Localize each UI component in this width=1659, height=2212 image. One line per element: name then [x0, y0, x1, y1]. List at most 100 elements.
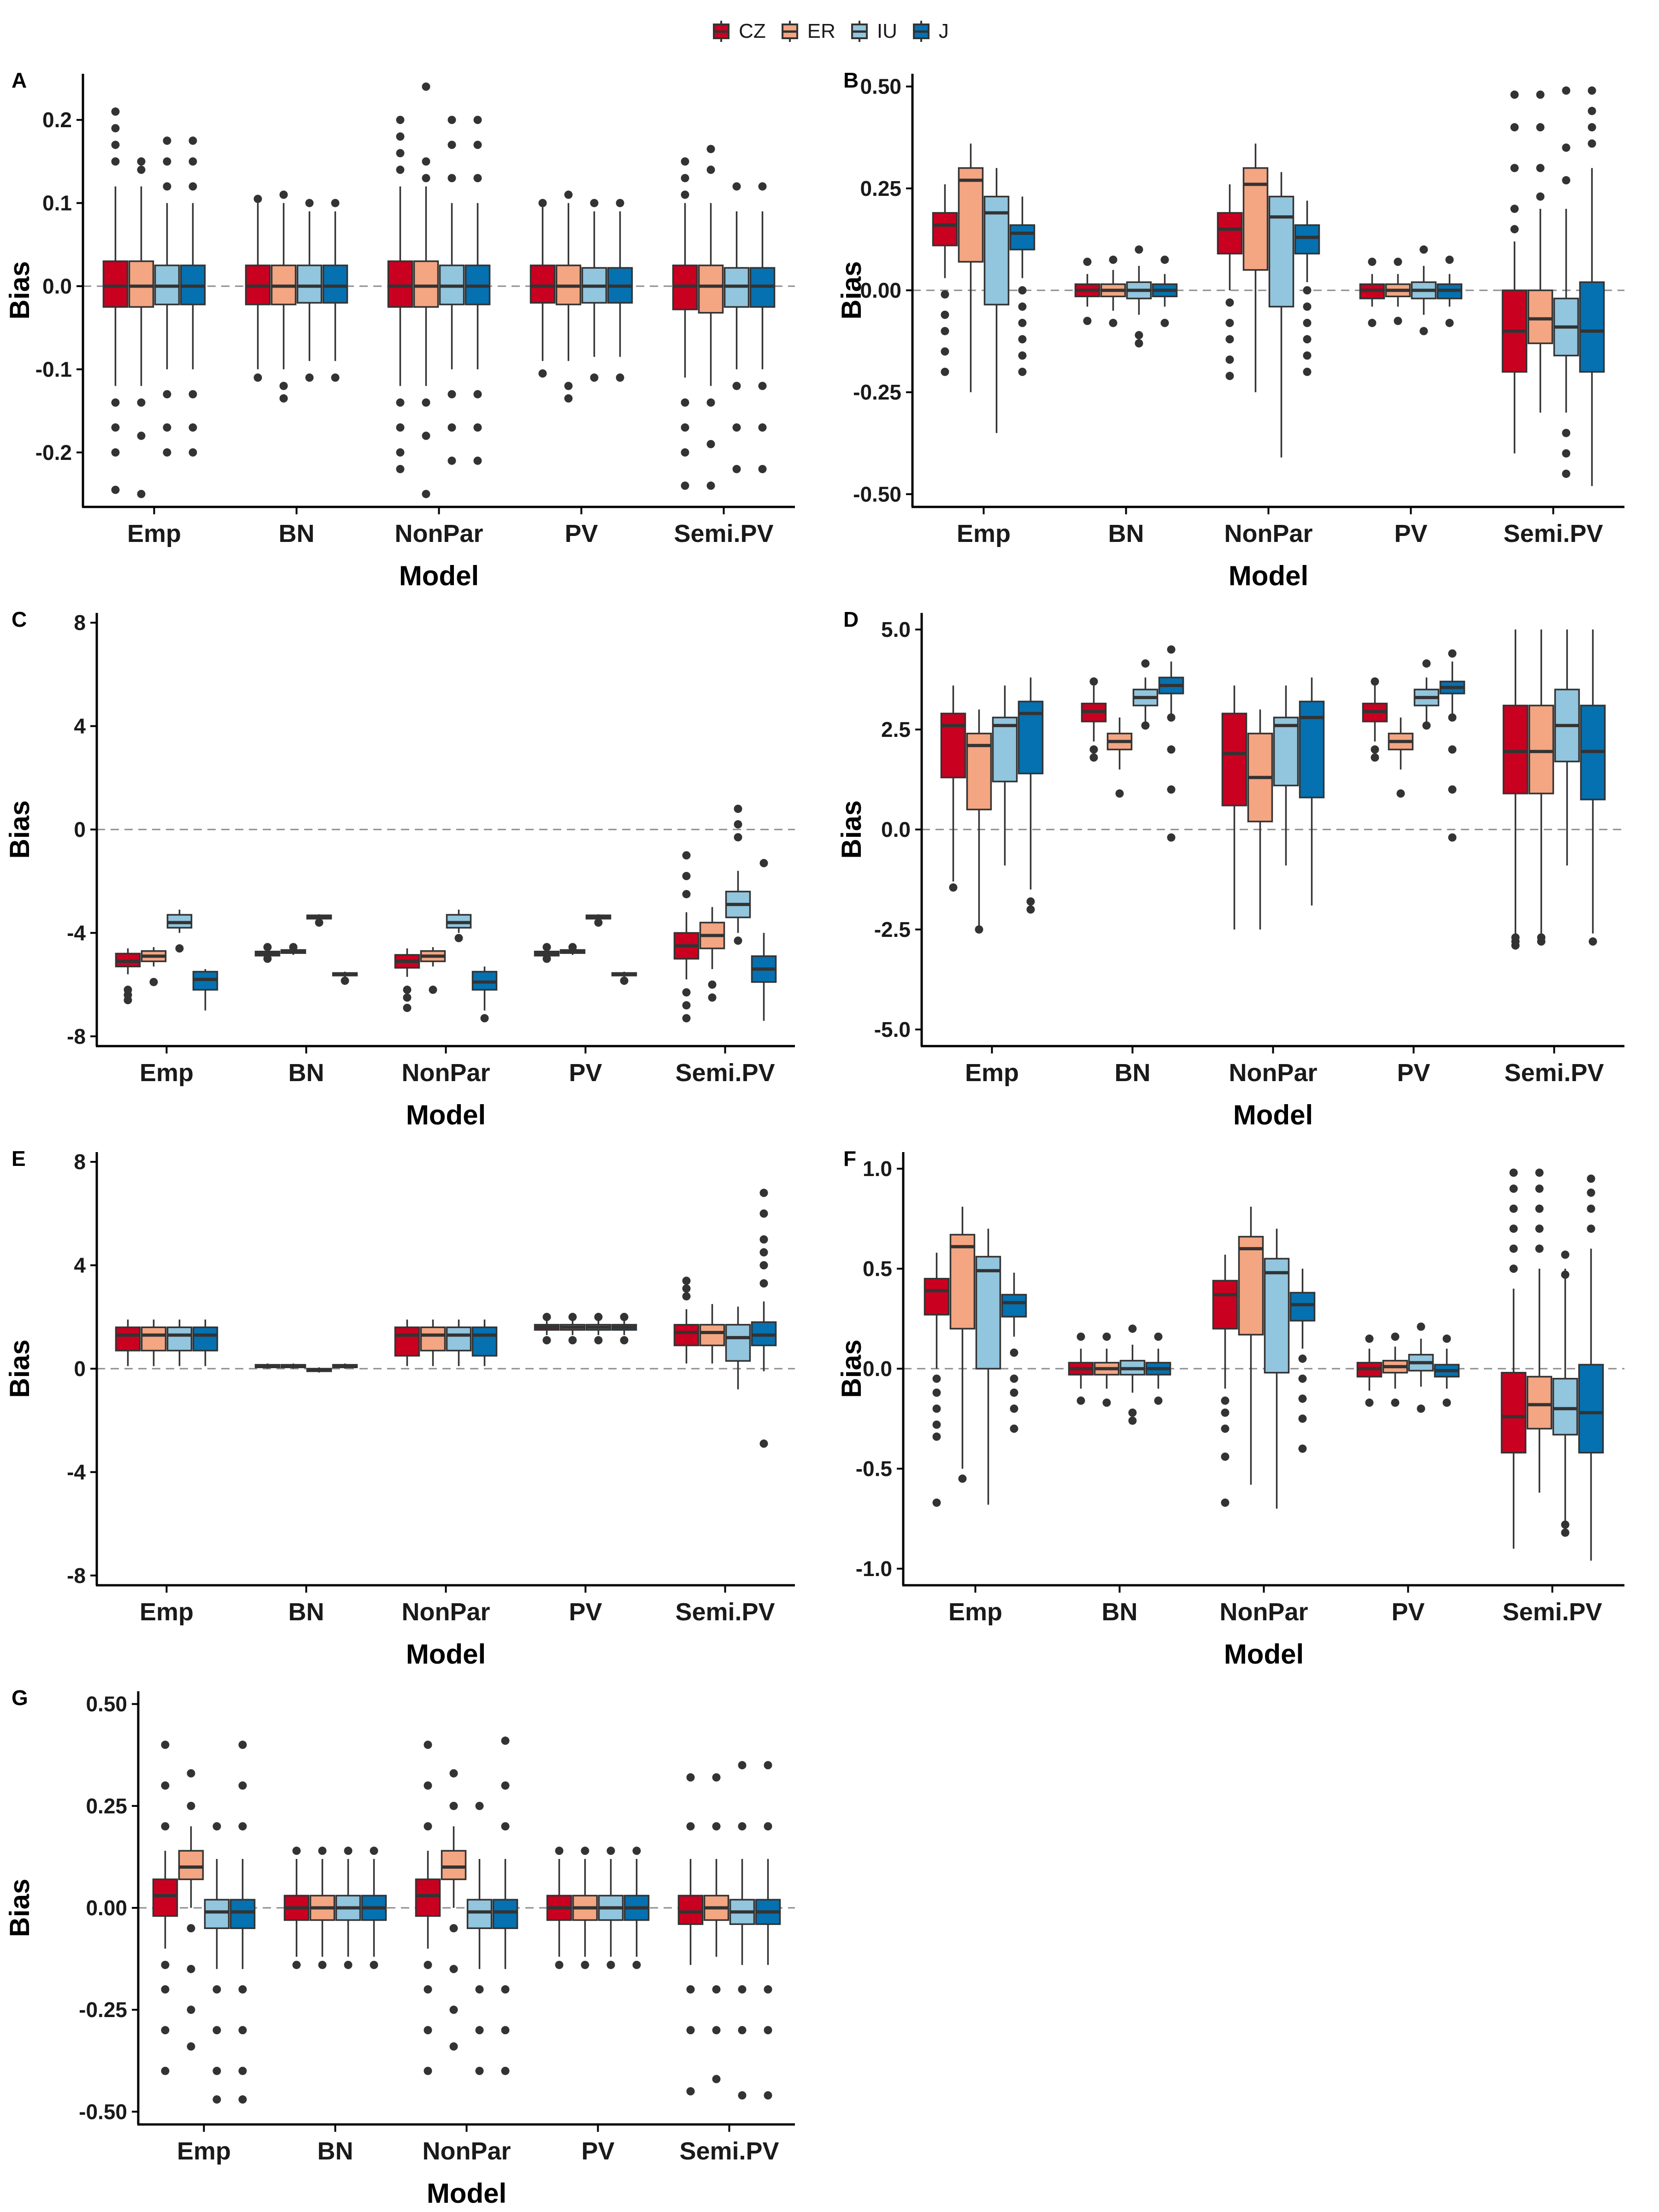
outlier-point	[1089, 677, 1098, 686]
box-j-nonpar	[492, 1736, 518, 2075]
y-tick-label: 1.0	[863, 1157, 892, 1181]
outlier-point	[447, 174, 456, 182]
outlier-point	[564, 382, 573, 390]
outlier-point	[1562, 449, 1571, 458]
outlier-point	[1018, 318, 1027, 327]
outlier-point	[620, 1336, 629, 1345]
outlier-point	[606, 1960, 615, 1969]
outlier-point	[1510, 164, 1519, 172]
outlier-point	[137, 489, 146, 498]
x-tick-label: BN	[288, 1059, 324, 1087]
outlier-point	[370, 1847, 378, 1855]
box-cz-nonpar	[394, 948, 420, 1012]
outlier-point	[212, 1985, 221, 1994]
box-body	[1294, 224, 1320, 255]
y-tick-label: 0.00	[860, 278, 901, 302]
legend-swatch	[910, 21, 932, 42]
x-tick-label: Semi.PV	[675, 1059, 775, 1087]
box-er-emp	[141, 1319, 167, 1366]
outlier-point	[759, 1248, 768, 1257]
outlier-point	[161, 1741, 170, 1749]
box-j-emp	[229, 1741, 256, 2104]
outlier-point	[1010, 1424, 1018, 1433]
outlier-point	[706, 481, 715, 490]
outlier-point	[1422, 659, 1431, 668]
outlier-point	[188, 390, 197, 399]
outlier-point	[501, 1781, 510, 1790]
box-body	[492, 1899, 518, 1929]
x-tick-label: PV	[565, 520, 598, 547]
outlier-point	[1509, 1168, 1518, 1177]
panel-letter: C	[12, 607, 27, 631]
outlier-point	[396, 465, 405, 473]
outlier-point	[682, 1277, 691, 1285]
legend-item-cz: CZ	[710, 20, 766, 43]
outlier-point	[1115, 789, 1124, 798]
box-cz-semipv	[1501, 90, 1528, 453]
x-tick-label: BN	[1115, 1059, 1151, 1087]
outlier-point	[555, 1847, 564, 1855]
box-iu-semipv	[725, 805, 751, 945]
outlier-point	[1135, 245, 1143, 254]
box-j-emp	[1001, 1272, 1027, 1433]
outlier-point	[1419, 327, 1428, 335]
box-iu-semipv	[1552, 1250, 1578, 1537]
outlier-point	[447, 116, 456, 124]
box-cz-semipv	[1500, 1168, 1527, 1549]
outlier-point	[161, 1985, 170, 1994]
outlier-point	[447, 141, 456, 149]
box-iu-bn	[306, 1367, 332, 1373]
outlier-point	[1445, 255, 1454, 264]
outlier-point	[396, 165, 405, 174]
outlier-point	[738, 1985, 747, 1994]
outlier-point	[1221, 1396, 1230, 1405]
box-body	[992, 717, 1018, 782]
box-j-emp	[180, 136, 206, 457]
outlier-point	[1422, 721, 1431, 730]
outlier-point	[292, 1847, 301, 1855]
outlier-point	[1225, 371, 1234, 380]
outlier-point	[111, 107, 120, 116]
x-tick-label: Emp	[177, 2137, 231, 2165]
box-iu-bn	[306, 914, 332, 927]
box-er-pv	[559, 943, 586, 955]
outlier-point	[1303, 318, 1312, 327]
box-iu-nonpar	[1268, 172, 1294, 458]
outlier-point	[681, 398, 689, 407]
outlier-point	[187, 1965, 195, 1973]
outlier-point	[764, 1822, 772, 1831]
outlier-point	[708, 993, 717, 1002]
outlier-point	[764, 2026, 772, 2035]
outlier-point	[1225, 355, 1234, 364]
outlier-point	[1562, 176, 1571, 185]
box-j-bn	[1158, 645, 1184, 842]
outlier-point	[187, 1801, 195, 1810]
outlier-point	[305, 199, 314, 207]
box-iu-nonpar	[446, 909, 472, 942]
box-body	[940, 712, 966, 778]
box-body	[677, 1894, 704, 1925]
outlier-point	[632, 1960, 641, 1969]
outlier-point	[686, 1822, 695, 1831]
outlier-point	[1154, 1396, 1163, 1405]
box-body	[152, 1878, 178, 1917]
outlier-point	[764, 1985, 772, 1994]
box-j-semipv	[749, 182, 776, 473]
outlier-point	[1510, 205, 1519, 213]
box-cz-pv	[1356, 1334, 1382, 1407]
outlier-point	[738, 1822, 747, 1831]
box-cz-pv	[1362, 677, 1388, 762]
outlier-point	[1128, 1416, 1137, 1425]
outlier-point	[403, 993, 412, 1002]
box-iu-pv	[1411, 245, 1437, 335]
outlier-point	[163, 182, 171, 191]
y-axis-title: Bias	[4, 800, 35, 859]
y-tick-label: -0.25	[853, 380, 901, 404]
box-body	[441, 1850, 467, 1880]
outlier-point	[111, 157, 120, 166]
box-j-pv	[611, 1312, 637, 1345]
box-j-emp	[1018, 677, 1044, 914]
outlier-point	[449, 2006, 458, 2014]
box-iu-nonpar	[1273, 685, 1299, 866]
y-axis-title: Bias	[836, 1340, 867, 1398]
